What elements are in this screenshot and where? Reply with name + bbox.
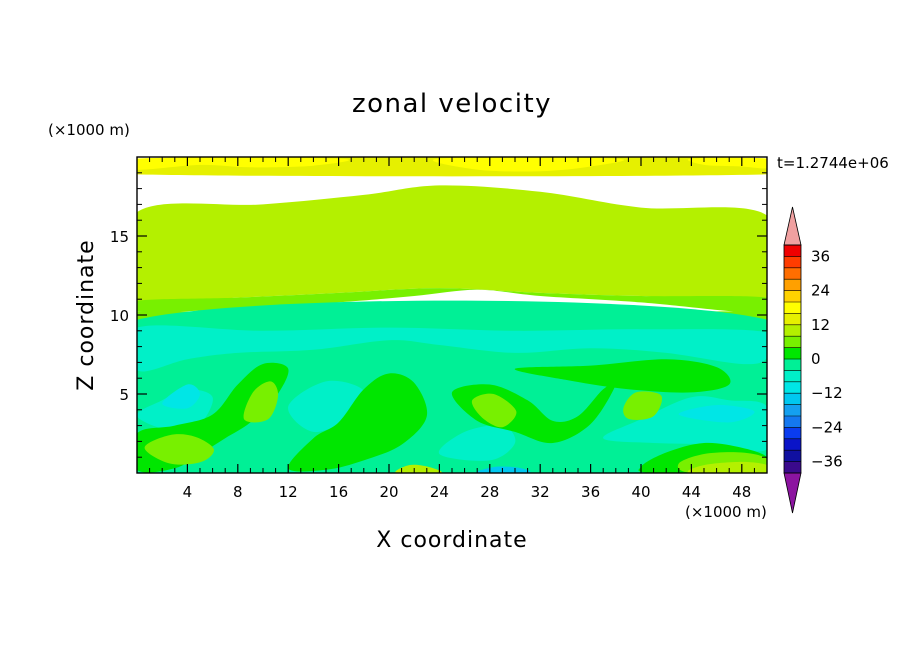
colorbar-swatch bbox=[784, 256, 801, 269]
contour-region-14 bbox=[162, 384, 200, 409]
x-tick-label-12: 12 bbox=[279, 483, 298, 501]
colorbar-swatch bbox=[784, 347, 801, 360]
x-axis: 4 8 12 16 20 24 28 32 36 40 44 48 bbox=[149, 157, 755, 501]
contour-region-17 bbox=[288, 373, 428, 472]
colorbar-swatch bbox=[784, 438, 801, 451]
contour-region-21 bbox=[243, 381, 279, 423]
colorbar-tick-label: −36 bbox=[811, 453, 843, 471]
x-tick-label-16: 16 bbox=[329, 483, 348, 501]
chart-title: zonal velocity bbox=[352, 89, 552, 119]
colorbar-tick-label: 36 bbox=[811, 247, 830, 265]
colorbar-swatch bbox=[784, 279, 801, 291]
colorbar-swatch bbox=[784, 381, 801, 394]
x-tick-label-28: 28 bbox=[480, 483, 499, 501]
colorbar-swatch bbox=[784, 302, 801, 314]
contour-region-3 bbox=[687, 157, 767, 169]
colorbar-swatch bbox=[784, 336, 801, 348]
colorbar-swatch bbox=[784, 370, 801, 383]
contour-region-26 bbox=[687, 461, 767, 473]
contour-region-15 bbox=[678, 405, 755, 423]
colorbar-swatch bbox=[784, 393, 801, 405]
x-tick-label-4: 4 bbox=[183, 483, 193, 501]
contour-region-1 bbox=[137, 157, 349, 170]
colorbar-swatch bbox=[784, 404, 801, 417]
x-tick-label-40: 40 bbox=[631, 483, 650, 501]
contour-region-13 bbox=[438, 425, 516, 461]
colorbar-tick-label: 0 bbox=[811, 350, 821, 368]
colorbar-swatch bbox=[784, 359, 801, 371]
colorbar-swatch bbox=[784, 267, 801, 280]
contour-field bbox=[137, 157, 767, 473]
colorbar-swatch bbox=[784, 416, 801, 428]
colorbar-tick-label: 24 bbox=[811, 282, 830, 300]
x-tick-label-20: 20 bbox=[379, 483, 398, 501]
colorbar-swatch bbox=[784, 290, 801, 303]
x-tick-label-32: 32 bbox=[531, 483, 550, 501]
contour-region-2 bbox=[432, 157, 625, 172]
contour-region-5 bbox=[137, 288, 767, 314]
x-unit-label: (×1000 m) bbox=[685, 503, 767, 521]
x-tick-label-8: 8 bbox=[233, 483, 243, 501]
y-unit-label: (×1000 m) bbox=[48, 121, 130, 139]
contour-region-24 bbox=[144, 434, 215, 465]
colorbar-tick-label: −12 bbox=[811, 384, 843, 402]
y-tick-label-5: 5 bbox=[119, 386, 129, 404]
colorbar-swatch bbox=[784, 313, 801, 326]
colorbar-tick-label: 12 bbox=[811, 316, 830, 334]
contour-region-6 bbox=[212, 231, 680, 259]
colorbar-swatch bbox=[784, 461, 801, 474]
colorbar-swatch bbox=[784, 324, 801, 337]
colorbar-swatch bbox=[784, 427, 801, 440]
contour-region-27 bbox=[395, 464, 442, 473]
x-axis-label: X coordinate bbox=[376, 528, 527, 553]
colorbar: 36 24 12 0 −12 −24 −36 bbox=[783, 206, 843, 514]
contour-region-19 bbox=[514, 359, 731, 393]
contour-region-22 bbox=[471, 393, 517, 428]
y-tick-label-10: 10 bbox=[110, 307, 129, 325]
x-tick-label-24: 24 bbox=[430, 483, 449, 501]
time-label: t=1.2744e+06 bbox=[777, 154, 889, 172]
y-axis: 5 10 15 bbox=[110, 172, 767, 458]
colorbar-frame bbox=[783, 244, 802, 474]
contour-region-9 bbox=[137, 325, 767, 372]
x-tick-label-48: 48 bbox=[732, 483, 751, 501]
contour-region-23 bbox=[623, 391, 663, 420]
y-tick-label-15: 15 bbox=[110, 228, 129, 246]
colorbar-swatch bbox=[784, 245, 801, 257]
colorbar-tick-label: −24 bbox=[811, 418, 843, 436]
y-axis-label: Z coordinate bbox=[74, 239, 99, 390]
x-tick-label-44: 44 bbox=[682, 483, 701, 501]
colorbar-swatch bbox=[784, 450, 801, 462]
x-tick-label-36: 36 bbox=[581, 483, 600, 501]
